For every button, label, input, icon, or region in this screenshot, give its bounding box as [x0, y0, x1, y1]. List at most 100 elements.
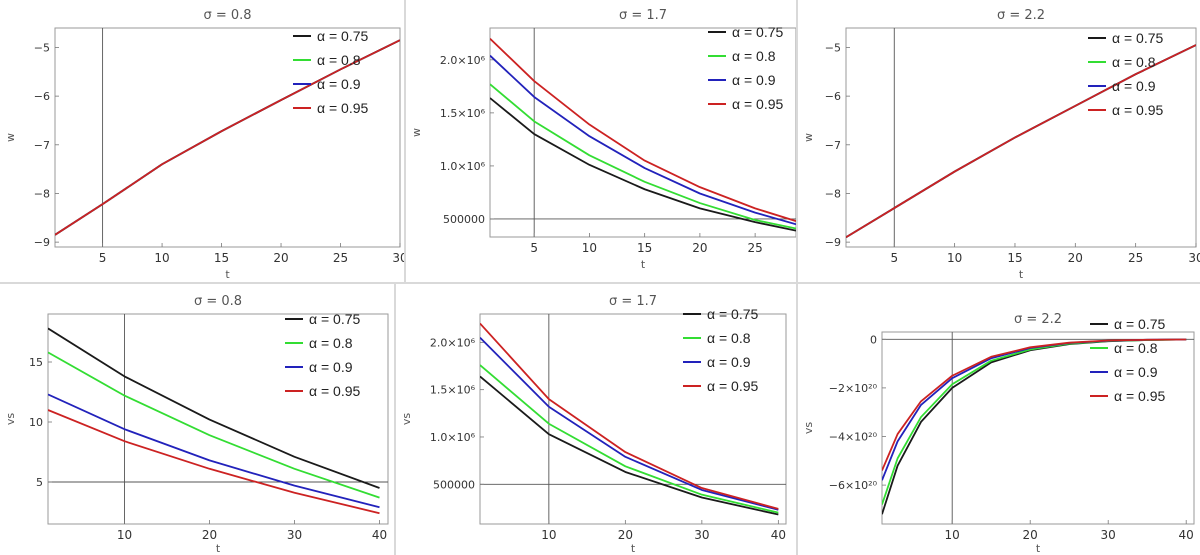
y-tick-label: 2.0×10⁶	[430, 336, 476, 349]
series-line-0-75	[490, 97, 796, 232]
y-tick-label: 500000	[443, 213, 485, 226]
x-tick-label: 40	[771, 528, 786, 542]
legend-label: α = 0.95	[732, 96, 784, 112]
series-line-0-75	[48, 327, 380, 489]
x-tick-label: 15	[214, 251, 229, 265]
y-axis-label: w	[4, 133, 17, 142]
legend-label: α = 0.9	[1112, 78, 1156, 94]
plot-frame	[489, 27, 796, 238]
plot-frame	[479, 313, 787, 525]
horizontal-divider	[0, 282, 1200, 284]
x-tick-label: 10	[154, 251, 169, 265]
series-group	[490, 37, 796, 232]
plot-frame	[845, 27, 1197, 248]
series-line-0-8	[846, 44, 1196, 239]
x-tick-label: 30	[392, 251, 404, 265]
x-tick-label: 25	[333, 251, 348, 265]
x-tick-label: 10	[945, 528, 960, 542]
series-line-0-9	[55, 39, 400, 236]
y-axis-label: vs	[4, 413, 17, 426]
chart-title: σ = 0.8	[194, 294, 242, 309]
y-tick-label: −6	[825, 90, 841, 103]
x-tick-label: 20	[618, 528, 633, 542]
x-tick-label: 20	[1023, 528, 1038, 542]
x-axis-label: t	[225, 268, 230, 281]
series-line-0-95	[882, 338, 1187, 471]
series-group	[48, 327, 380, 515]
y-tick-label: 15	[29, 356, 43, 369]
chart-panel-w-sigma-2-2: 5 10 15 20 25 30 −9 −8 −7 −6 −5 σ = 2.2 t w α = 0.75 α …	[798, 0, 1200, 282]
vertical-divider	[796, 0, 798, 555]
series-line-0-8	[490, 83, 796, 230]
series-line-0-95	[55, 39, 400, 236]
x-axis-label: t	[1036, 542, 1041, 555]
x-tick-label: 10	[117, 528, 132, 542]
x-tick-label: 20	[273, 251, 288, 265]
y-axis-label: vs	[400, 413, 413, 426]
series-line-0-95	[48, 409, 380, 515]
y-tick-label: 500000	[433, 478, 475, 491]
legend-label: α = 0.75	[1112, 30, 1164, 46]
plot-frame	[54, 27, 401, 248]
chart-panel-vs-sigma-0-8: 10 20 30 40 5 10 15 σ = 0.8 t vs α = 0.75 α = 0.8 α …	[0, 284, 394, 555]
x-tick-label: 5	[99, 251, 107, 265]
x-axis-label: t	[631, 542, 636, 555]
x-tick-label: 30	[1188, 251, 1200, 265]
legend-label: α = 0.95	[317, 100, 369, 116]
series-group	[55, 39, 400, 236]
series-line-0-75	[480, 375, 779, 516]
chart-panel-w-sigma-0-8: 5 10 15 20 25 30 −9 −8 −7 −6 −5 σ = 0.8 t w α = 0.75 α …	[0, 0, 404, 282]
legend-label: α = 0.8	[732, 48, 776, 64]
legend-label: α = 0.95	[1112, 102, 1164, 118]
y-tick-label: −5	[825, 41, 841, 54]
x-tick-label: 25	[1128, 251, 1143, 265]
chart-svg: 10 20 30 40 0 −2×10²⁰ −4×10²⁰ −6×10²⁰ σ = 2.2 t vs…	[802, 312, 1195, 555]
x-tick-label: 10	[541, 528, 556, 542]
legend-label: α = 0.95	[309, 383, 361, 399]
x-tick-label: 40	[372, 528, 387, 542]
legend-label: α = 0.9	[1114, 364, 1158, 380]
vertical-divider	[404, 0, 406, 282]
chart-svg: 5 10 15 20 25 30 −9 −8 −7 −6 −5 σ = 2.2 t w α = 0.75 α …	[802, 8, 1200, 281]
x-tick-label: 15	[1007, 251, 1022, 265]
chart-title: σ = 1.7	[619, 8, 667, 23]
y-tick-label: −7	[34, 139, 50, 152]
legend-label: α = 0.75	[1114, 316, 1166, 332]
legend-label: α = 0.8	[317, 52, 361, 68]
chart-svg: 10 20 30 40 5 10 15 σ = 0.8 t vs α = 0.75 α = 0.8 α …	[4, 294, 389, 555]
vertical-divider	[394, 284, 396, 555]
legend-label: α = 0.9	[309, 359, 353, 375]
chart-panel-w-sigma-1-7: 5 10 15 20 25 500000 1.0×10⁶ 1.5×10⁶ 2.0×10⁶ σ = …	[406, 0, 796, 282]
x-axis-label: t	[641, 258, 646, 271]
legend-label: α = 0.9	[707, 354, 751, 370]
y-tick-label: −6	[34, 90, 50, 103]
series-line-0-8	[55, 39, 400, 236]
plot-frame	[881, 331, 1195, 525]
legend-label: α = 0.8	[707, 330, 751, 346]
series-line-0-9	[490, 54, 796, 226]
y-tick-label: −4×10²⁰	[829, 431, 878, 444]
x-tick-label: 20	[202, 528, 217, 542]
y-axis-label: w	[410, 128, 423, 137]
series-line-0-9	[480, 337, 779, 511]
chart-title: σ = 1.7	[609, 294, 657, 309]
x-tick-label: 15	[637, 241, 652, 255]
y-tick-label: 1.0×10⁶	[440, 160, 486, 173]
chart-panel-vs-sigma-2-2: 10 20 30 40 0 −2×10²⁰ −4×10²⁰ −6×10²⁰ σ = 2.2 t vs…	[798, 284, 1200, 555]
x-axis-label: t	[216, 542, 221, 555]
chart-title: σ = 2.2	[997, 8, 1045, 23]
chart-panel-vs-sigma-1-7: 10 20 30 40 500000 1.0×10⁶ 1.5×10⁶ 2.0×10⁶ σ = 1…	[396, 284, 796, 555]
series-line-0-95	[480, 322, 779, 510]
x-tick-label: 5	[530, 241, 538, 255]
series-group	[846, 44, 1196, 239]
legend-label: α = 0.8	[1112, 54, 1156, 70]
x-tick-label: 30	[287, 528, 302, 542]
chart-title: σ = 0.8	[203, 8, 251, 23]
x-tick-label: 25	[747, 241, 762, 255]
x-tick-label: 30	[1101, 528, 1116, 542]
plot-frame	[47, 313, 389, 525]
y-axis-label: vs	[802, 422, 815, 435]
y-tick-label: 5	[36, 476, 43, 489]
series-line-0-75	[55, 39, 400, 236]
chart-svg: 10 20 30 40 500000 1.0×10⁶ 1.5×10⁶ 2.0×10⁶ σ = 1…	[400, 294, 787, 555]
